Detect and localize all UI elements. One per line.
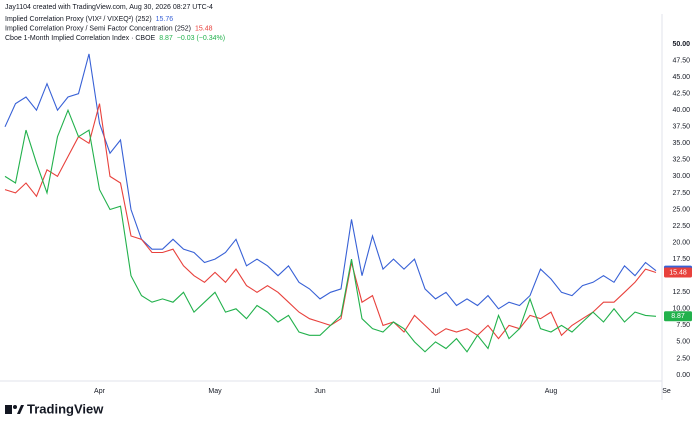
legend-label: Implied Correlation Proxy / Semi Factor … (5, 25, 191, 32)
y-tick-label: 12.50 (672, 289, 690, 296)
legend-value: 15.76 (156, 16, 174, 23)
y-tick-label: 50.00 (672, 41, 690, 48)
legend-value: 8.87 (159, 35, 173, 42)
legend-label: Implied Correlation Proxy (VIX² / VIXEQ²… (5, 16, 152, 23)
y-tick-label: 20.00 (672, 239, 690, 246)
price-badge-label: 15.48 (669, 269, 687, 276)
y-tick-label: 2.50 (676, 355, 690, 362)
x-tick-label: Jun (314, 388, 325, 395)
y-tick-label: 0.00 (676, 372, 690, 379)
y-tick-label: 35.00 (672, 140, 690, 147)
legend-label: Cboe 1-Month Implied Correlation Index ·… (5, 35, 156, 42)
legend-entry: Implied Correlation Proxy (VIX² / VIXEQ²… (5, 16, 173, 23)
y-tick-label: 10.00 (672, 306, 690, 313)
y-tick-label: 40.00 (672, 107, 690, 114)
x-tick-label: May (208, 388, 222, 395)
y-tick-label: 42.50 (672, 90, 690, 97)
series-line (4, 103, 657, 340)
x-tick-label: Apr (94, 388, 106, 395)
y-tick-label: 32.50 (672, 157, 690, 164)
legend-entry: Cboe 1-Month Implied Correlation Index ·… (5, 35, 225, 42)
price-badge (664, 311, 692, 322)
series-line (4, 53, 657, 310)
y-tick-label: 22.50 (672, 223, 690, 230)
y-tick-label: 30.00 (672, 173, 690, 180)
series-line (4, 108, 657, 353)
y-tick-label: 47.50 (672, 57, 690, 64)
y-tick-label: 45.00 (672, 74, 690, 81)
y-tick-label: 37.50 (672, 124, 690, 131)
x-tick-label: Se (662, 388, 671, 395)
y-tick-label: 7.50 (676, 322, 690, 329)
x-tick-label: Jul (431, 388, 440, 395)
logo-text: TradingView (27, 401, 104, 416)
logo: TradingView (5, 401, 104, 416)
legend-change: −0.03 (−0.34%) (177, 35, 225, 42)
legend-value: 15.48 (195, 25, 213, 32)
price-badge (664, 267, 692, 278)
price-badge-label: 8.87 (671, 313, 685, 320)
x-tick-label: Aug (545, 388, 558, 395)
y-tick-label: 17.50 (672, 256, 690, 263)
header: Jay1104 created with TradingView.com, Au… (5, 4, 213, 11)
y-tick-label: 25.00 (672, 206, 690, 213)
legend-entry: Implied Correlation Proxy / Semi Factor … (5, 25, 213, 32)
y-tick-label: 5.00 (676, 339, 690, 346)
y-tick-label: 27.50 (672, 190, 690, 197)
